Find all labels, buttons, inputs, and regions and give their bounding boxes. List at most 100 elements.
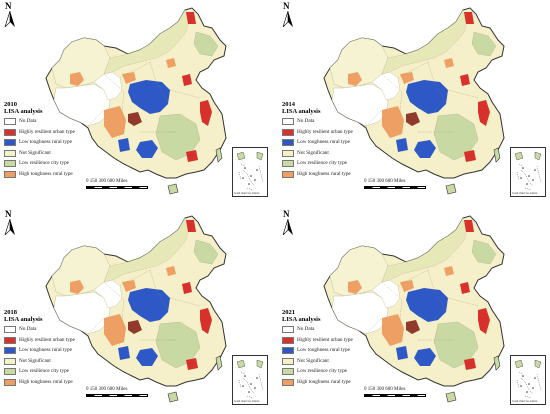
legend-label: Low toughness rural type — [19, 139, 72, 145]
cluster-red-sichuan — [128, 112, 142, 126]
hainan-island — [445, 183, 457, 195]
legend-item: Low toughness rural type — [4, 138, 114, 149]
legend-swatch — [4, 139, 16, 146]
cluster-orange-west — [70, 72, 84, 86]
inset-caption: South China Sea Islands — [234, 400, 260, 403]
cluster-green-northeast — [471, 31, 497, 57]
cluster-red-coast — [478, 308, 490, 334]
scale-bar: 0 150 300 600 Miles — [86, 179, 166, 193]
north-label: N — [5, 1, 12, 11]
cluster-red-coast — [200, 308, 212, 334]
north-arrow: N — [281, 210, 295, 236]
legend-swatch — [4, 357, 16, 365]
cluster-orange-sw — [104, 106, 126, 138]
cluster-red-northeast — [464, 12, 474, 24]
scale-bar: 0 150 300 600 Miles — [86, 387, 166, 401]
cluster-orange-west — [70, 280, 84, 294]
cluster-orange-ne — [166, 58, 176, 68]
region-north-band — [103, 9, 191, 75]
taiwan-island — [493, 355, 501, 371]
legend-swatch — [4, 128, 16, 136]
legend-item: No Data — [4, 325, 114, 336]
legend-swatch — [4, 378, 16, 386]
legend-label: No Data — [19, 326, 37, 332]
region-north-band — [103, 217, 191, 283]
lisa-map-panel-2014: N 2014 LISA analysis No Data Highly resil… — [278, 2, 548, 205]
province-lines — [87, 61, 201, 133]
cluster-red-south — [464, 150, 476, 162]
north-arrow-icon — [4, 219, 15, 235]
legend-swatch — [282, 149, 294, 157]
cluster-red-north — [460, 74, 470, 86]
north-label: N — [283, 209, 290, 219]
cluster-orange-west — [348, 72, 362, 86]
cluster-green-northeast — [193, 31, 219, 57]
cluster-red-north — [182, 74, 192, 86]
legend-label: Highly resilient urban type — [19, 128, 75, 135]
legend-label: High toughness rural type — [297, 378, 351, 385]
cluster-blue-south — [414, 140, 436, 158]
province-lines — [365, 61, 479, 133]
taiwan-island — [493, 147, 501, 163]
cluster-orange-sw — [104, 314, 126, 346]
cluster-red-south — [464, 358, 476, 370]
cluster-blue-south — [136, 348, 158, 366]
legend-label: No Data — [297, 118, 315, 124]
legend-swatch — [282, 326, 294, 333]
hainan-island — [167, 183, 179, 195]
scale-bar: 0 150 300 600 Miles — [364, 387, 444, 401]
scale-bar-graphic — [364, 186, 426, 189]
scale-numbers: 0 150 300 600 Miles — [86, 387, 128, 392]
china-map — [45, 7, 227, 195]
south-china-sea-inset: South China Sea Islands — [510, 355, 546, 405]
south-china-sea-inset: South China Sea Islands — [232, 147, 268, 197]
south-china-sea-inset: South China Sea Islands — [510, 147, 546, 197]
legend-swatch — [282, 378, 294, 386]
lisa-map-panel-2018: N 2018 LISA analysis No Data Highly resil… — [0, 210, 270, 413]
north-arrow: N — [3, 210, 17, 236]
scale-bar: 0 150 300 600 Miles — [364, 179, 444, 193]
legend-item: High toughness rural type — [4, 378, 114, 389]
region-north-band — [381, 217, 469, 283]
south-china-sea-inset: South China Sea Islands — [232, 355, 268, 405]
scale-numbers: 0 150 300 600 Miles — [364, 387, 406, 392]
legend-item: Highly resilient urban type — [4, 128, 114, 139]
legend-item: Highly resilient urban type — [4, 336, 114, 347]
scale-bar-graphic — [86, 186, 148, 189]
hainan-island — [167, 391, 179, 403]
legend-item: Not Significant — [282, 357, 392, 368]
lisa-map-panel-2010: N 2010 LISA analysis No Data Highly resil… — [0, 2, 270, 205]
cluster-red-coast — [200, 100, 212, 126]
cluster-orange-sw — [382, 106, 404, 138]
cluster-blue-southwest — [396, 346, 408, 360]
north-arrow: N — [3, 2, 17, 28]
legend-label: High toughness rural type — [19, 378, 73, 385]
legend-swatch — [282, 347, 294, 354]
north-arrow-icon — [282, 11, 293, 27]
lisa-map-panel-2021: N 2021 LISA analysis No Data Highly resil… — [278, 210, 548, 413]
cluster-orange-sw — [382, 314, 404, 346]
legend-swatch — [4, 347, 16, 354]
inset-caption: South China Sea Islands — [512, 400, 538, 403]
cluster-green-northeast — [471, 239, 497, 265]
cluster-red-coast — [478, 100, 490, 126]
cluster-red-northeast — [186, 220, 196, 232]
cluster-red-sichuan — [406, 112, 420, 126]
legend-swatch — [282, 368, 294, 375]
legend-label: Highly resilient urban type — [297, 128, 353, 135]
north-arrow: N — [281, 2, 295, 28]
legend-item: Low toughness rural type — [282, 346, 392, 357]
cluster-orange-ne — [166, 266, 176, 276]
province-lines — [87, 269, 201, 341]
panel-title: 2018 LISA analysis — [4, 309, 42, 323]
legend-label: Low resilience city type — [297, 368, 347, 374]
legend-item: Not Significant — [282, 149, 392, 160]
panel-year: 2018 — [4, 309, 17, 316]
panel-year: 2014 — [282, 101, 295, 108]
legend-item: Highly resilient urban type — [282, 128, 392, 139]
inset-map — [514, 359, 542, 399]
legend-item: Not Significant — [4, 149, 114, 160]
cluster-blue-south — [136, 140, 158, 158]
legend: No Data Highly resilient urban type Low to… — [282, 325, 392, 388]
cluster-green-northeast — [193, 239, 219, 265]
